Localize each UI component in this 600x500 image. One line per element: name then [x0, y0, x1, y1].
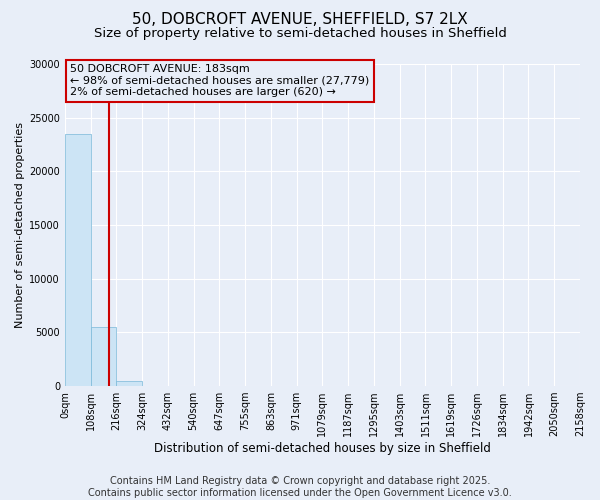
Bar — [116, 382, 142, 386]
Bar — [91, 327, 116, 386]
Bar — [65, 134, 91, 386]
Text: 50, DOBCROFT AVENUE, SHEFFIELD, S7 2LX: 50, DOBCROFT AVENUE, SHEFFIELD, S7 2LX — [132, 12, 468, 28]
Text: Contains HM Land Registry data © Crown copyright and database right 2025.
Contai: Contains HM Land Registry data © Crown c… — [88, 476, 512, 498]
Text: 50 DOBCROFT AVENUE: 183sqm
← 98% of semi-detached houses are smaller (27,779)
2%: 50 DOBCROFT AVENUE: 183sqm ← 98% of semi… — [70, 64, 370, 97]
Y-axis label: Number of semi-detached properties: Number of semi-detached properties — [15, 122, 25, 328]
Text: Size of property relative to semi-detached houses in Sheffield: Size of property relative to semi-detach… — [94, 28, 506, 40]
X-axis label: Distribution of semi-detached houses by size in Sheffield: Distribution of semi-detached houses by … — [154, 442, 491, 455]
